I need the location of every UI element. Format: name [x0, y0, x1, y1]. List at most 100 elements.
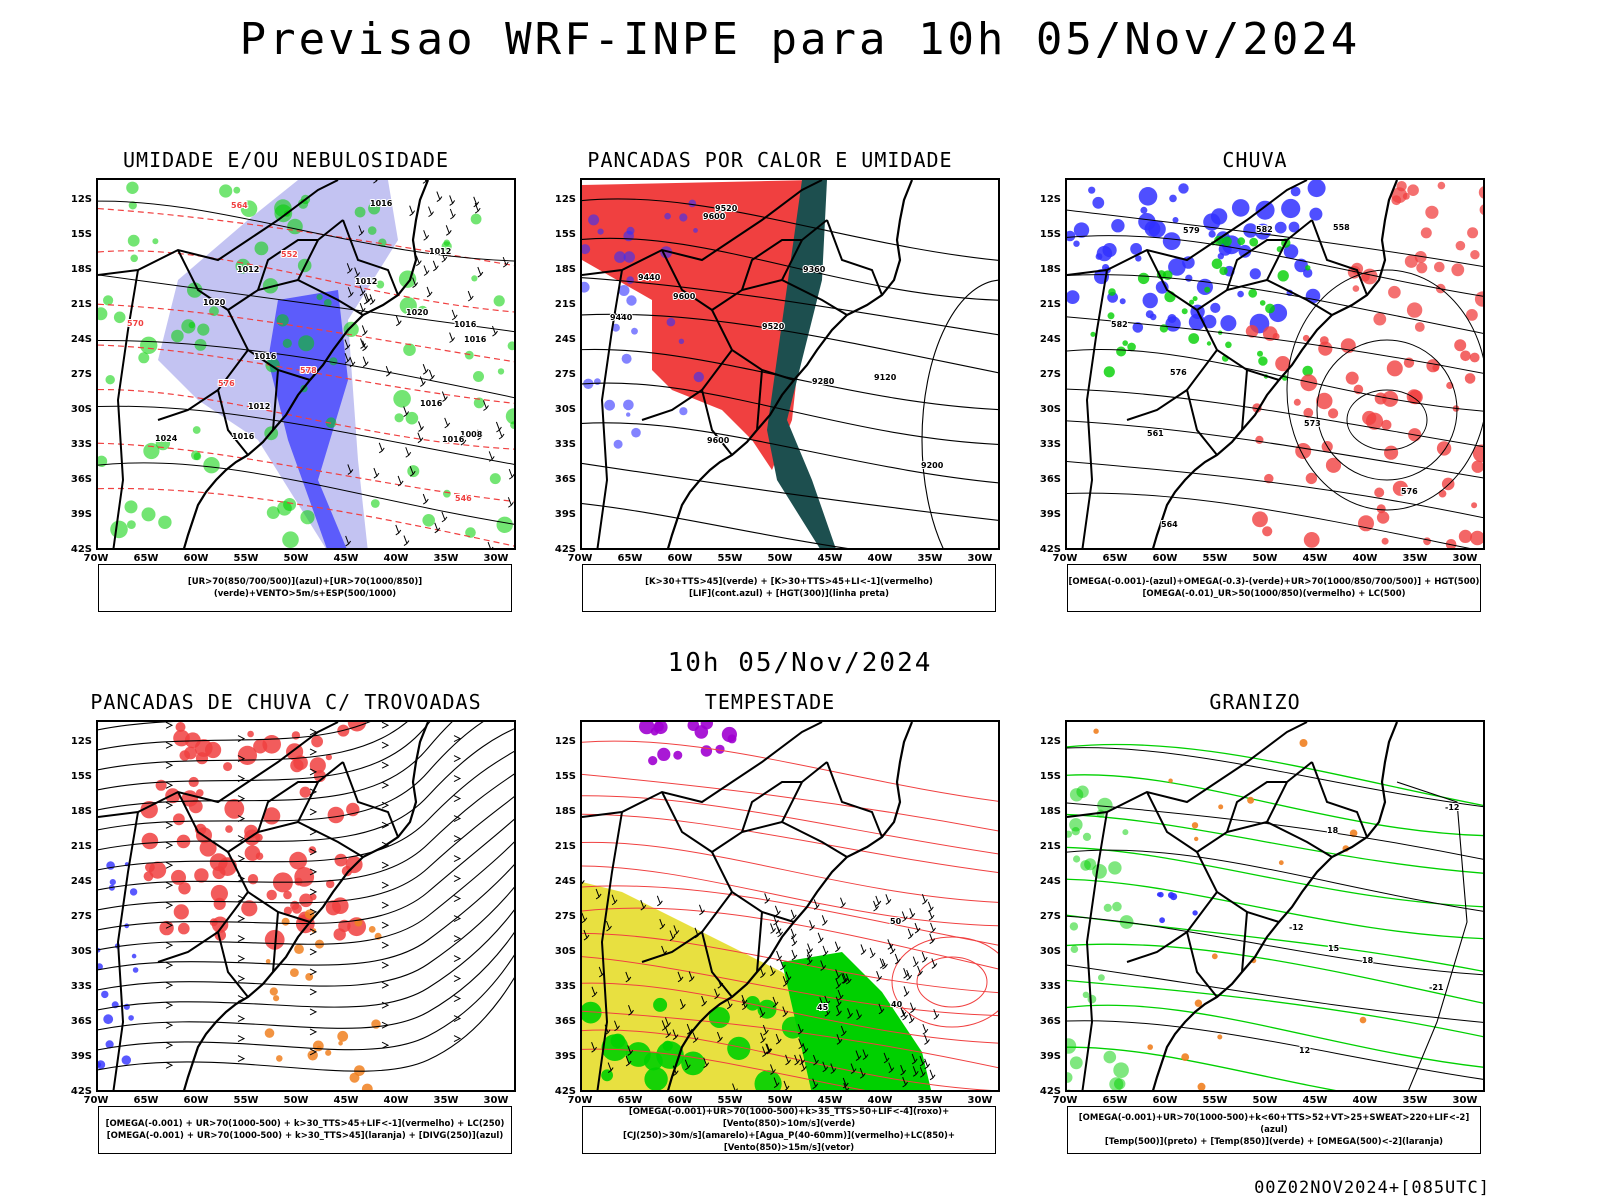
- field-cell: [241, 900, 258, 917]
- contour-line: [582, 313, 998, 374]
- contour-label: 1016: [420, 399, 443, 408]
- wind-vector: [716, 1031, 723, 1043]
- field-cell: [158, 515, 172, 529]
- contour-label: 18: [1327, 826, 1339, 835]
- streamline-arrow: [165, 1041, 174, 1049]
- wind-vector: [883, 1052, 890, 1064]
- field-cell: [254, 241, 269, 256]
- contour-label: 9600: [703, 212, 726, 221]
- field-cell: [196, 789, 204, 797]
- contour-line: [1067, 492, 1471, 548]
- wind-vector: [582, 880, 585, 885]
- field-cell: [1082, 991, 1090, 998]
- field-cell: [1470, 530, 1483, 546]
- field-cell: [325, 1049, 332, 1056]
- coastline: [1152, 180, 1399, 548]
- field-cell: [422, 514, 436, 527]
- wind-vector: [359, 285, 366, 296]
- lon-label: 55W: [1202, 1095, 1228, 1106]
- streamline-arrow: [453, 895, 462, 902]
- contour-label: 573: [1304, 419, 1321, 428]
- wind-vector: [701, 995, 708, 1007]
- wind-vector: [821, 915, 828, 926]
- field-cell: [283, 890, 292, 900]
- field-cell: [1300, 374, 1318, 392]
- field-cell: [244, 845, 261, 861]
- field-cell: [1478, 186, 1483, 199]
- humidity-panel: UMIDADE E/OU NEBULOSIDADE 1012 1016 1012 101…: [36, 148, 536, 648]
- wind-vector: [782, 976, 789, 987]
- wind-vector: [770, 1064, 776, 1075]
- wind-vector: [669, 930, 676, 941]
- streamline-arrow: [165, 1001, 174, 1009]
- wind-vector: [800, 1061, 807, 1072]
- lat-label: 27S: [554, 911, 576, 922]
- wind-vector: [363, 293, 370, 305]
- streamline-arrow: [309, 888, 318, 896]
- streamline: [98, 722, 174, 731]
- lat-label: 12S: [70, 194, 92, 205]
- map-svg: 15 18 12 -12 -21 -12 18: [1067, 722, 1483, 1090]
- contour-label: 9280: [812, 377, 835, 386]
- lat-label: 12S: [554, 194, 576, 205]
- contour-line: [1067, 813, 1483, 874]
- lat-label: 18S: [554, 806, 576, 817]
- contour-label: 558: [1333, 223, 1350, 232]
- streamline-arrow: [165, 1061, 174, 1069]
- field-cell: [1155, 280, 1169, 294]
- map-svg: 9600944095209600960093609440928092009120…: [582, 180, 998, 548]
- contour-label: 564: [1161, 520, 1178, 529]
- field-cell: [1472, 444, 1483, 463]
- height-contour: [1346, 389, 1428, 451]
- map-frame: 50 45 40: [580, 720, 1000, 1092]
- wind-vector: [759, 1007, 766, 1018]
- field-cell: [1466, 309, 1478, 321]
- streamline-arrow: [165, 1021, 174, 1029]
- wind-vector: [672, 1029, 679, 1041]
- field-cell: [188, 321, 195, 329]
- panel-title: UMIDADE E/OU NEBULOSIDADE: [122, 148, 450, 172]
- wind-vector: [409, 205, 416, 217]
- panel-legend: [K>30+TTS>45](verde) + [K>30+TTS>45+LI<-…: [582, 564, 996, 612]
- political-border: [661, 761, 828, 854]
- lon-label: 65W: [133, 1095, 159, 1106]
- field-cell: [264, 1028, 275, 1038]
- wind-vector: [344, 339, 351, 351]
- field-cell: [631, 427, 641, 438]
- wind-vector: [614, 1020, 620, 1032]
- field-cell: [1294, 258, 1308, 273]
- field-cell: [1204, 286, 1211, 293]
- field-cell: [1076, 785, 1089, 798]
- contour-label: 1008: [460, 430, 483, 439]
- wind-vector: [889, 943, 896, 955]
- field-cell: [1092, 196, 1105, 209]
- pw-contour: [891, 936, 998, 1028]
- wind-vector: [929, 933, 936, 945]
- wind-vector: [434, 522, 441, 534]
- contour-line: [1067, 460, 1483, 519]
- map-svg: 1012101610121016101610081012101610161012…: [98, 180, 514, 548]
- field-cell: [626, 276, 634, 284]
- field-cell: [594, 378, 601, 385]
- wind-vector: [777, 926, 784, 938]
- streamline-arrow: [165, 881, 174, 889]
- field-cell: [1303, 532, 1320, 548]
- political-border: [1311, 761, 1368, 838]
- wind-vector: [684, 1059, 691, 1071]
- field-cell: [681, 1051, 705, 1076]
- lon-label: 35W: [1402, 1095, 1428, 1106]
- map-frame: 1012 1016 1012 1016 1016 1008 1012 1016 1016 1012…: [96, 178, 516, 550]
- field-cell: [639, 722, 655, 735]
- wind-vector: [822, 1061, 829, 1073]
- temp-contour: [1396, 781, 1468, 1090]
- wind-vector: [347, 464, 354, 475]
- field-cell: [1436, 441, 1452, 456]
- field-cell: [354, 206, 366, 218]
- field-cell: [1254, 223, 1271, 240]
- contour-line: [98, 200, 514, 262]
- field-cell: [1119, 298, 1126, 305]
- wind-vector: [451, 309, 458, 321]
- field-cell: [1069, 818, 1083, 832]
- field-cell: [1438, 489, 1447, 498]
- wind-vector: [482, 400, 489, 411]
